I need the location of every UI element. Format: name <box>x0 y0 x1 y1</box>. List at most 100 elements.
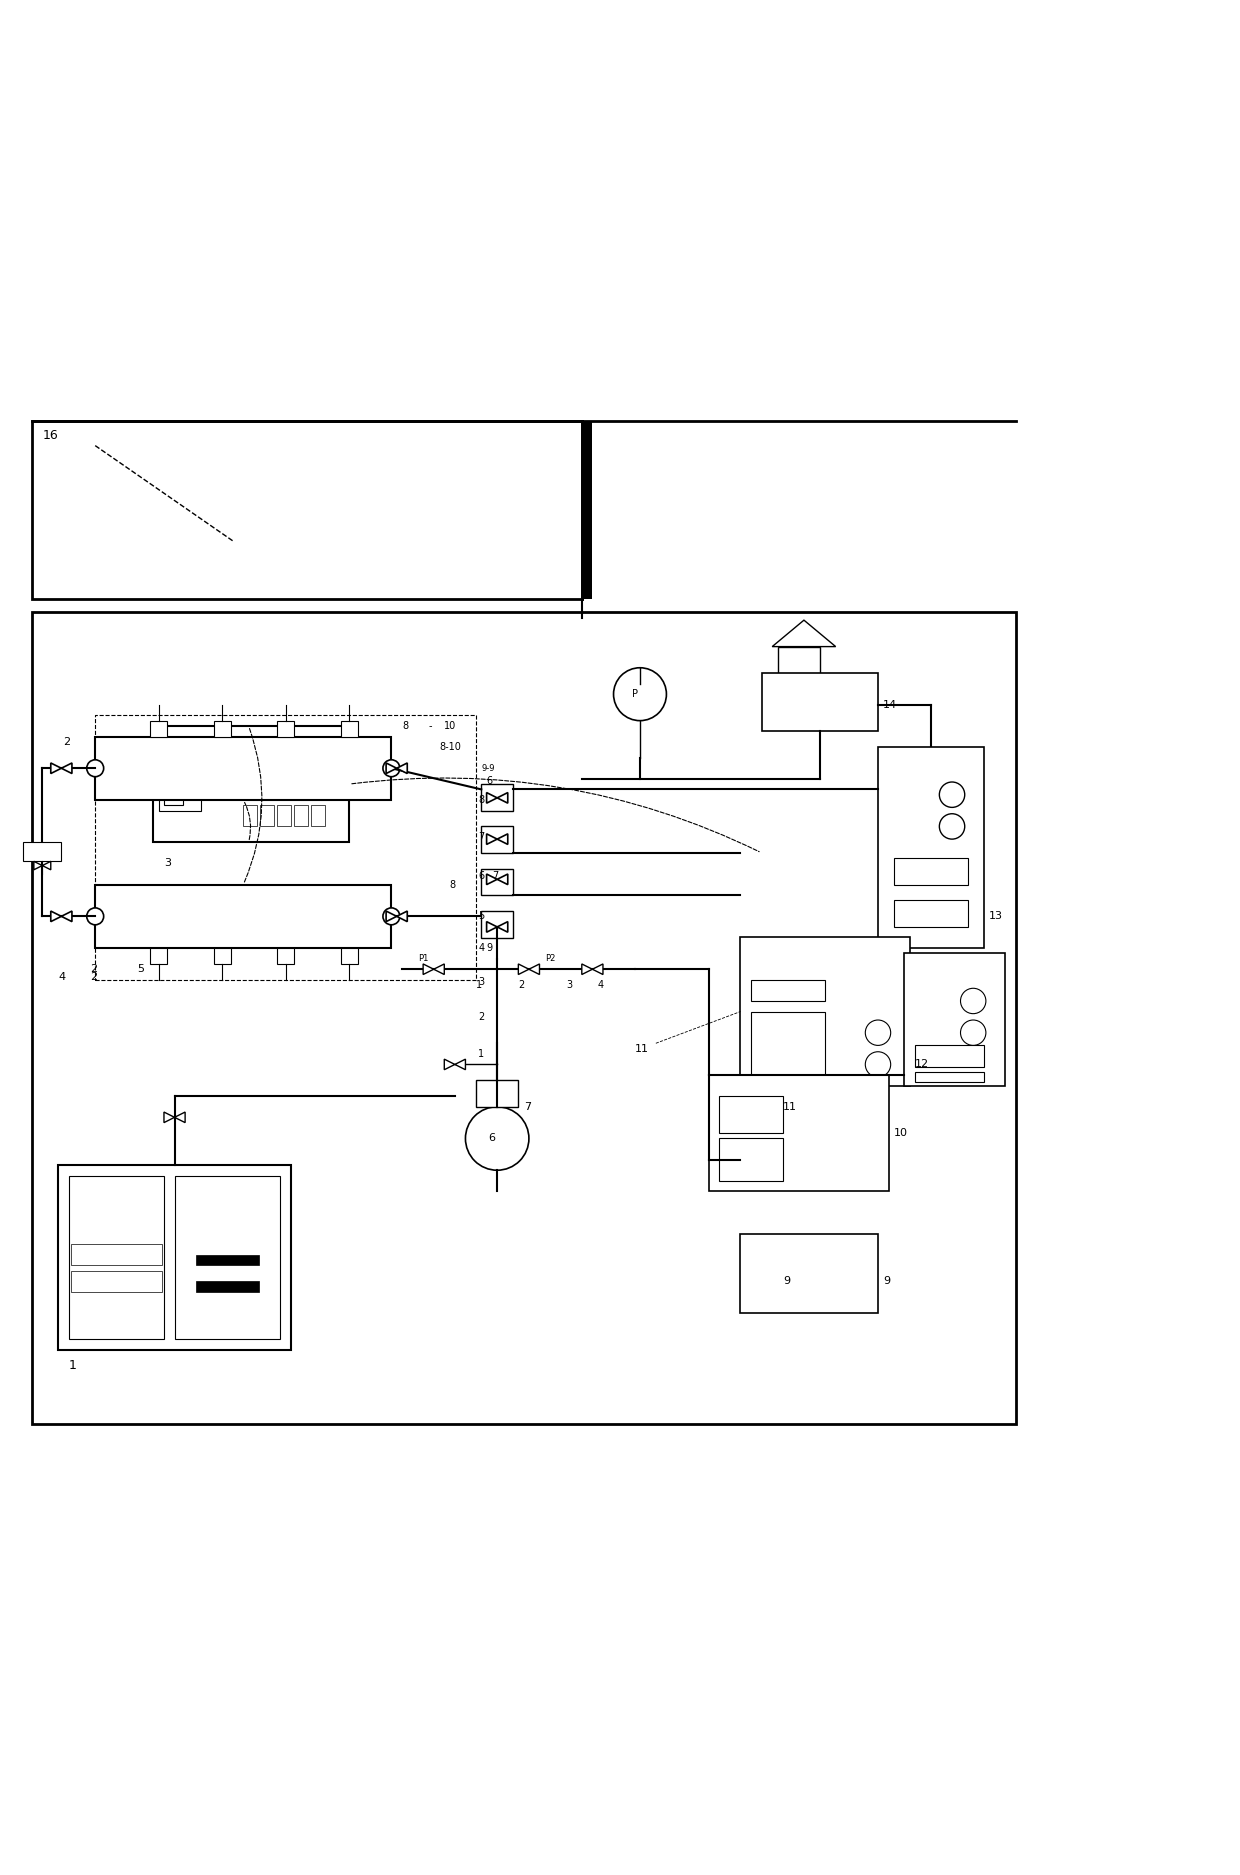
Text: 5: 5 <box>138 964 145 975</box>
Text: 10: 10 <box>894 1129 908 1138</box>
Text: 2: 2 <box>91 971 97 982</box>
Polygon shape <box>497 834 507 844</box>
Text: 6: 6 <box>479 872 485 881</box>
Circle shape <box>383 759 399 776</box>
Bar <box>719 1097 782 1132</box>
Bar <box>294 776 308 799</box>
Bar <box>481 827 513 853</box>
Bar <box>95 885 392 949</box>
Polygon shape <box>51 763 61 774</box>
Bar <box>32 611 1016 1425</box>
Bar <box>481 911 513 938</box>
Text: P1: P1 <box>418 954 428 964</box>
Polygon shape <box>486 922 497 932</box>
Bar <box>71 1245 162 1266</box>
Bar <box>243 748 257 769</box>
Polygon shape <box>497 922 507 932</box>
Bar <box>24 842 61 861</box>
Bar <box>709 1074 889 1191</box>
Bar <box>213 720 231 737</box>
Text: 3: 3 <box>565 981 572 990</box>
Polygon shape <box>529 964 539 975</box>
Bar <box>915 1046 983 1067</box>
Bar <box>196 1281 259 1292</box>
Circle shape <box>961 988 986 1014</box>
Polygon shape <box>444 1059 455 1071</box>
Text: 14: 14 <box>883 699 898 711</box>
Bar <box>71 1271 162 1292</box>
Bar <box>68 1176 164 1339</box>
Polygon shape <box>33 861 42 870</box>
Text: 10: 10 <box>444 720 456 731</box>
Polygon shape <box>434 964 444 975</box>
Text: P: P <box>631 690 637 699</box>
Bar <box>95 737 392 801</box>
Text: 4: 4 <box>58 971 66 982</box>
Text: 1: 1 <box>479 1048 485 1059</box>
Polygon shape <box>61 763 72 774</box>
Bar <box>719 1138 782 1181</box>
Circle shape <box>940 782 965 808</box>
Text: 8: 8 <box>450 879 456 889</box>
Text: 1: 1 <box>476 981 482 990</box>
Polygon shape <box>164 1112 175 1123</box>
Bar <box>894 859 968 885</box>
Bar <box>278 748 291 769</box>
Bar <box>904 952 1004 1086</box>
Circle shape <box>87 908 104 924</box>
Bar <box>260 804 274 827</box>
Bar <box>341 720 357 737</box>
Polygon shape <box>386 763 397 774</box>
Bar <box>915 1072 983 1082</box>
Text: 7: 7 <box>479 832 485 842</box>
Text: 6: 6 <box>486 776 492 786</box>
Bar <box>294 804 308 827</box>
Text: 4: 4 <box>479 943 485 952</box>
Bar <box>476 1080 518 1106</box>
Bar <box>278 720 294 737</box>
Bar <box>278 804 291 827</box>
Polygon shape <box>486 874 497 885</box>
Text: 8: 8 <box>402 720 408 731</box>
Text: 6: 6 <box>489 1134 496 1144</box>
Text: 5: 5 <box>479 911 485 921</box>
Text: 2: 2 <box>63 737 71 746</box>
Polygon shape <box>773 621 836 647</box>
Polygon shape <box>42 861 51 870</box>
Text: 11: 11 <box>635 1044 649 1054</box>
Bar <box>481 868 513 894</box>
Bar <box>164 786 184 804</box>
Bar <box>154 726 350 842</box>
Polygon shape <box>582 964 593 975</box>
Bar <box>894 900 968 926</box>
Bar <box>213 949 231 964</box>
Text: 13: 13 <box>990 911 1003 921</box>
Bar <box>159 758 201 810</box>
Text: 1: 1 <box>68 1359 77 1372</box>
Bar <box>196 1254 259 1266</box>
Bar <box>260 748 274 769</box>
Polygon shape <box>397 763 407 774</box>
Polygon shape <box>486 834 497 844</box>
Bar <box>878 746 983 949</box>
Circle shape <box>87 759 104 776</box>
Bar <box>150 949 167 964</box>
Text: 9-9: 9-9 <box>481 763 495 772</box>
Text: 7: 7 <box>523 1102 531 1112</box>
Bar <box>294 748 308 769</box>
Polygon shape <box>497 874 507 885</box>
Polygon shape <box>397 911 407 922</box>
Bar <box>740 1234 878 1312</box>
Text: 8: 8 <box>479 795 485 804</box>
Bar <box>341 949 357 964</box>
Text: 8-10: 8-10 <box>439 742 461 752</box>
Polygon shape <box>455 1059 465 1071</box>
Bar <box>243 804 257 827</box>
Bar <box>311 776 325 799</box>
Bar <box>311 748 325 769</box>
Text: 11: 11 <box>782 1102 797 1112</box>
Bar <box>150 720 167 737</box>
Circle shape <box>866 1052 890 1076</box>
Text: 12: 12 <box>915 1059 929 1069</box>
Polygon shape <box>51 911 61 922</box>
